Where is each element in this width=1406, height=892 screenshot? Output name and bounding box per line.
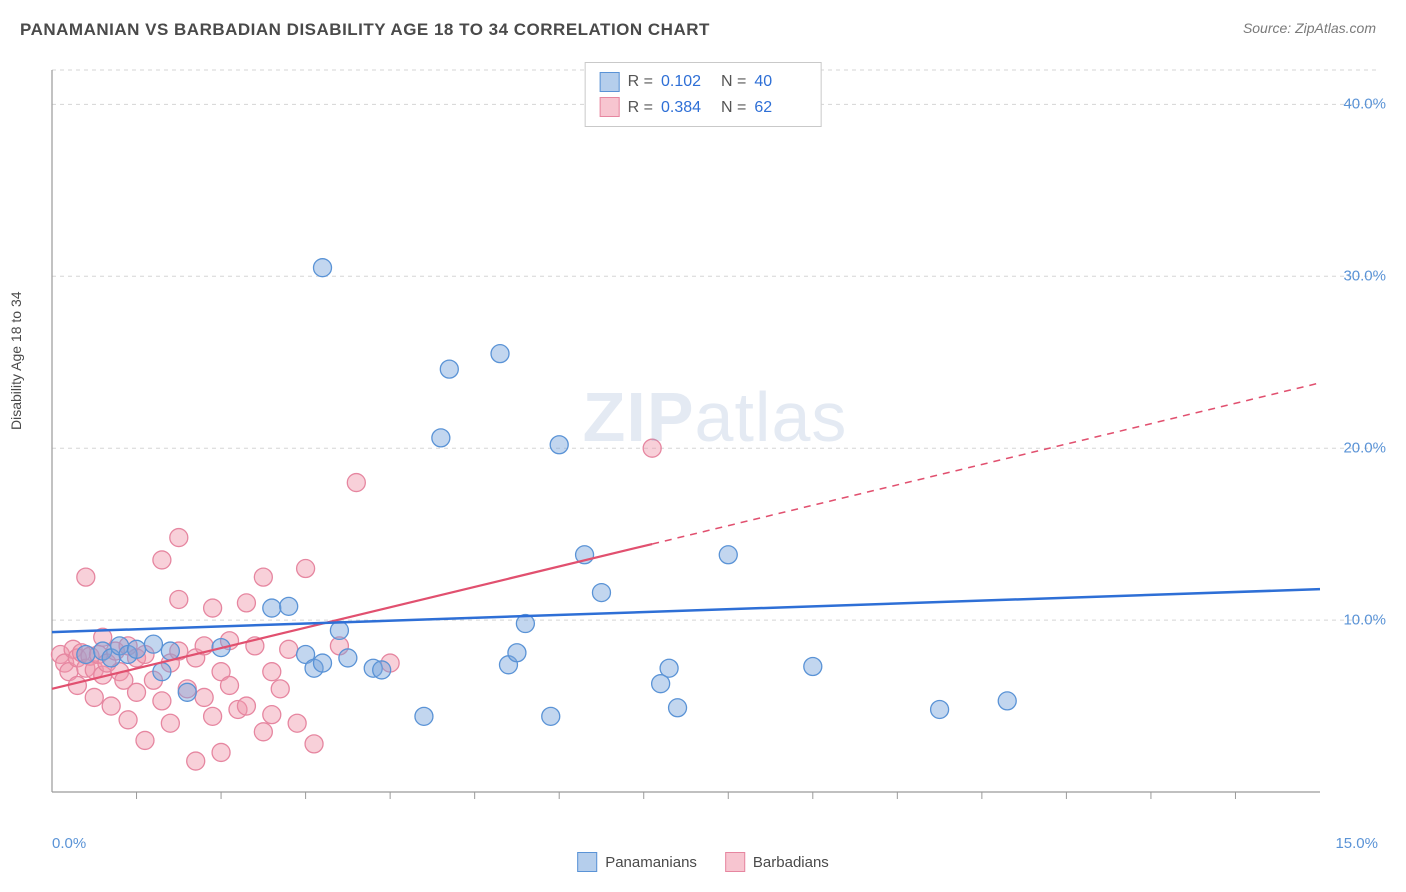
source-attribution: Source: ZipAtlas.com	[1243, 20, 1376, 36]
n-value-panamanians: 40	[754, 69, 806, 95]
n-label: N =	[721, 69, 746, 95]
series-legend: Panamanians Barbadians	[577, 852, 829, 872]
legend-label-panamanians: Panamanians	[605, 854, 697, 871]
chart-container: PANAMANIAN VS BARBADIAN DISABILITY AGE 1…	[0, 0, 1406, 892]
stats-row-barbadians: R = 0.384 N = 62	[600, 95, 807, 121]
swatch-pink-icon	[725, 852, 745, 872]
r-value-barbadians: 0.384	[661, 95, 713, 121]
r-value-panamanians: 0.102	[661, 69, 713, 95]
y-tick-20: 20.0%	[1343, 440, 1386, 457]
legend-item-panamanians: Panamanians	[577, 852, 697, 872]
swatch-pink-icon	[600, 97, 620, 117]
stats-row-panamanians: R = 0.102 N = 40	[600, 69, 807, 95]
y-tick-40: 40.0%	[1343, 96, 1386, 113]
swatch-blue-icon	[600, 72, 620, 92]
x-tick-0: 0.0%	[52, 835, 86, 852]
r-label: R =	[628, 95, 653, 121]
y-tick-30: 30.0%	[1343, 268, 1386, 285]
r-label: R =	[628, 69, 653, 95]
legend-label-barbadians: Barbadians	[753, 854, 829, 871]
n-label: N =	[721, 95, 746, 121]
swatch-blue-icon	[577, 852, 597, 872]
n-value-barbadians: 62	[754, 95, 806, 121]
stats-legend: R = 0.102 N = 40 R = 0.384 N = 62	[585, 62, 822, 127]
scatter-plot-svg	[50, 60, 1380, 820]
y-tick-10: 10.0%	[1343, 612, 1386, 629]
x-tick-1: 15.0%	[1335, 835, 1378, 852]
y-axis-label: Disability Age 18 to 34	[8, 291, 24, 430]
plot-area: ZIPatlas	[50, 60, 1380, 820]
legend-item-barbadians: Barbadians	[725, 852, 829, 872]
chart-title: PANAMANIAN VS BARBADIAN DISABILITY AGE 1…	[20, 20, 710, 40]
